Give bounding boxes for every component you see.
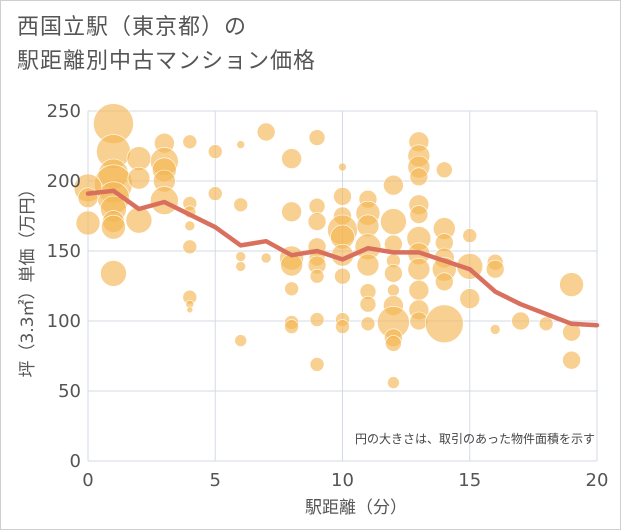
data-point-8 (100, 260, 127, 287)
data-point-99 (424, 304, 464, 344)
data-point-46 (307, 212, 327, 231)
data-point-13 (127, 166, 151, 190)
data-point-84 (409, 167, 429, 187)
y-tick-label-1: 50 (58, 381, 81, 402)
data-point-45 (308, 197, 326, 215)
data-point-61 (335, 319, 350, 334)
data-point-28 (207, 144, 223, 159)
tick-labels: 0 50 100 150 200 250 0 5 10 15 20 (47, 101, 609, 491)
data-point-36 (260, 252, 272, 264)
data-point-24 (182, 239, 198, 255)
data-point-27 (186, 306, 194, 314)
x-tick-label-4: 20 (586, 470, 609, 491)
data-point-30 (236, 140, 245, 149)
x-tick-label-3: 15 (458, 470, 481, 491)
data-point-51 (309, 312, 325, 327)
data-point-104 (485, 259, 505, 279)
data-point-74 (384, 264, 403, 283)
data-point-7 (101, 214, 126, 240)
data-point-44 (308, 129, 326, 146)
bubble-layer (73, 103, 584, 389)
data-point-102 (459, 288, 481, 309)
data-point-92 (409, 311, 429, 331)
data-point-79 (385, 335, 402, 352)
data-point-20 (182, 134, 198, 150)
data-point-110 (562, 350, 581, 370)
size-note: 円の大きさは、取引のあった物件面積を示す (355, 431, 595, 446)
data-point-68 (359, 295, 377, 313)
trend-layer (85, 188, 600, 328)
data-point-23 (184, 220, 196, 232)
data-point-34 (234, 334, 247, 347)
data-point-33 (235, 261, 246, 272)
data-point-37 (281, 148, 302, 169)
y-tick-label-0: 0 (70, 451, 81, 472)
data-point-50 (309, 268, 325, 284)
y-tick-label-2: 100 (47, 311, 81, 332)
data-point-90 (408, 279, 430, 301)
x-tick-label-1: 5 (210, 470, 221, 491)
y-tick-label-3: 150 (47, 241, 81, 262)
y-axis-label: 坪（3.3㎡）単価（万円） (18, 180, 38, 377)
data-point-32 (235, 251, 246, 262)
data-point-53 (338, 162, 347, 172)
data-point-69 (360, 316, 376, 332)
data-point-86 (409, 205, 429, 224)
x-axis-label: 駅距離（分） (305, 498, 407, 518)
data-point-52 (309, 357, 325, 372)
data-point-107 (538, 316, 554, 332)
y-tick-label-4: 200 (47, 171, 81, 192)
data-point-38 (281, 201, 302, 223)
chart-title-line2: 駅距離別中古マンション価格 (17, 49, 317, 74)
data-point-93 (435, 161, 453, 179)
data-point-108 (559, 272, 584, 297)
data-point-64 (356, 214, 380, 238)
data-point-43 (284, 319, 299, 334)
x-tick-label-0: 0 (82, 470, 93, 491)
data-point-80 (387, 376, 400, 389)
data-point-29 (207, 186, 223, 201)
data-point-54 (333, 187, 352, 206)
data-point-66 (356, 253, 380, 277)
data-point-59 (334, 267, 351, 285)
data-point-100 (462, 228, 478, 243)
data-point-105 (489, 324, 501, 335)
chart-title: 西国立駅（東京都）の 駅距離別中古マンション価格 (17, 11, 316, 79)
y-tick-label-5: 250 (47, 101, 81, 122)
chart-title-line1: 西国立駅（東京都）の (17, 15, 248, 40)
data-point-106 (511, 311, 530, 331)
trend-line (85, 188, 600, 328)
x-tick-label-2: 10 (331, 470, 354, 491)
data-point-35 (256, 122, 276, 142)
data-point-9 (75, 210, 101, 236)
data-point-71 (380, 208, 407, 235)
data-point-31 (233, 197, 248, 213)
data-point-41 (284, 281, 299, 297)
data-point-89 (407, 257, 431, 281)
data-point-75 (387, 283, 400, 297)
data-point-70 (383, 174, 404, 196)
data-point-98 (434, 272, 454, 292)
